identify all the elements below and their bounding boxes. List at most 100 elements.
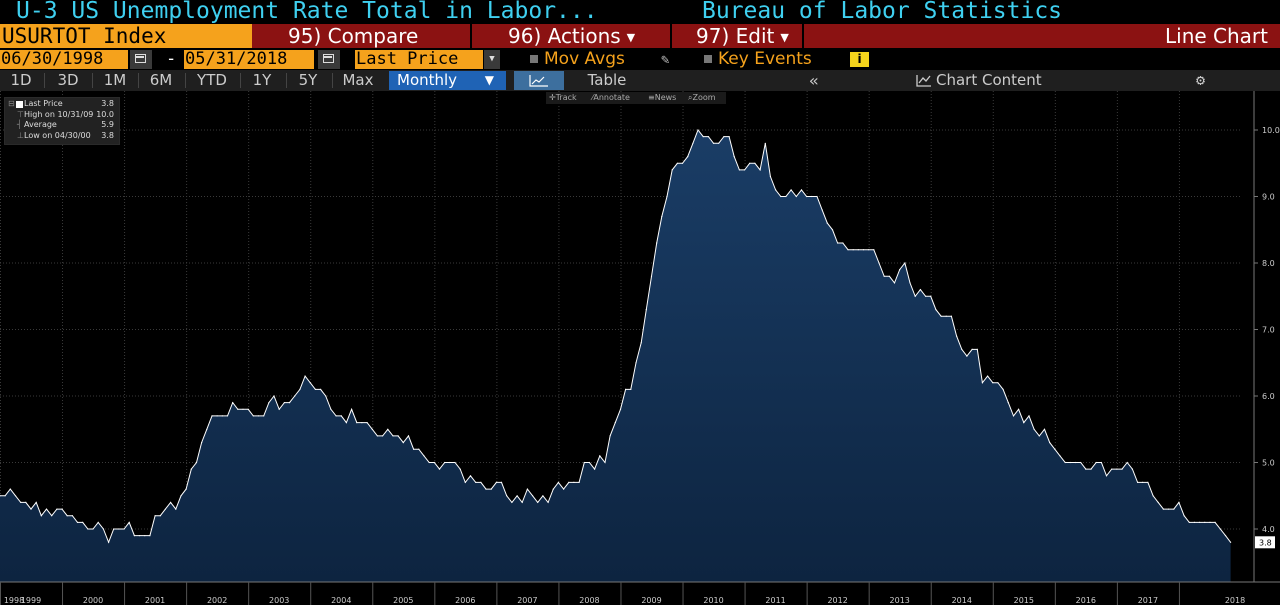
data-point — [242, 408, 244, 410]
range-5y-button[interactable]: 5Y — [298, 71, 318, 89]
data-point — [500, 481, 503, 483]
range-1d-button[interactable]: 1D — [10, 71, 32, 89]
collapse-icon: ⊟ — [8, 99, 15, 108]
data-point — [862, 249, 865, 251]
data-point — [382, 435, 384, 437]
ticker-field[interactable]: USURTOT Index — [0, 24, 252, 48]
data-point — [956, 335, 958, 337]
collapse-panel-button[interactable]: « — [809, 71, 819, 90]
range-bar: 1D 3D 1M 6M YTD 1Y 5Y Max Monthly ▼ Table… — [0, 70, 1280, 91]
line-view-button[interactable] — [514, 71, 564, 90]
data-point — [273, 395, 275, 397]
data-point — [842, 242, 844, 244]
data-point — [392, 435, 394, 437]
end-date-field[interactable]: 05/31/2018 — [184, 50, 314, 69]
chevron-down-icon: ▼ — [489, 54, 495, 64]
legend-label: Low on 04/30/00 — [24, 130, 91, 140]
x-tick-label: 2000 — [83, 596, 103, 605]
data-point — [521, 501, 523, 503]
data-point — [645, 309, 647, 311]
chart-content-button[interactable]: Chart Content — [916, 70, 1042, 91]
data-point — [1012, 415, 1015, 417]
range-3d-button[interactable]: 3D — [57, 71, 79, 89]
data-point — [542, 495, 544, 497]
data-point — [1064, 461, 1066, 464]
range-divider — [240, 73, 241, 88]
data-point — [154, 515, 156, 517]
data-point — [557, 481, 560, 483]
data-point — [14, 495, 17, 497]
data-point — [728, 136, 730, 138]
news-tool[interactable]: ≡ News — [648, 93, 677, 102]
zoom-tool[interactable]: ⌕ Zoom — [688, 93, 716, 102]
data-point — [361, 422, 363, 424]
data-point — [320, 388, 322, 390]
data-point — [102, 528, 104, 530]
data-point — [676, 162, 679, 164]
data-point — [790, 189, 792, 191]
range-ytd-button[interactable]: YTD — [197, 71, 227, 89]
period-select[interactable]: Monthly ▼ — [389, 71, 506, 90]
data-point — [1033, 428, 1035, 430]
data-point — [950, 315, 953, 317]
range-6m-button[interactable]: 6M — [149, 71, 173, 89]
compare-button[interactable]: 95) Compare — [288, 24, 418, 48]
data-point — [1100, 461, 1102, 464]
data-point — [831, 229, 834, 231]
data-point — [175, 508, 177, 510]
data-point — [888, 275, 891, 277]
data-point — [925, 295, 927, 297]
last-value-label: 3.8 — [1259, 538, 1272, 547]
key-events-label: Key Events — [718, 49, 812, 69]
data-point — [495, 481, 497, 483]
data-point — [899, 269, 901, 271]
info-icon[interactable]: i — [850, 52, 869, 67]
data-point — [635, 362, 637, 364]
data-point — [226, 415, 229, 417]
mov-avgs-toggle[interactable]: Mov Avgs — [530, 49, 625, 69]
data-point — [754, 162, 756, 164]
table-view-button[interactable]: Table — [587, 71, 627, 89]
track-tool[interactable]: ✛ Track — [549, 93, 577, 102]
data-point — [108, 541, 110, 543]
gear-icon[interactable]: ⚙ — [1196, 71, 1206, 89]
data-point — [609, 435, 611, 437]
range-1y-button[interactable]: 1Y — [252, 71, 272, 89]
key-events-toggle[interactable]: Key Events — [704, 49, 812, 69]
start-date-field[interactable]: 06/30/1998 — [0, 50, 128, 69]
data-point — [1131, 468, 1133, 470]
average-marker-icon: ┤ — [17, 120, 22, 129]
pencil-icon[interactable]: ✎ — [661, 52, 670, 68]
data-point — [532, 495, 534, 497]
data-point — [1230, 541, 1232, 543]
data-point — [583, 461, 585, 464]
annotate-tool[interactable]: ⁄ Annotate — [592, 93, 630, 102]
data-point — [1178, 501, 1180, 503]
x-tick-label: 2016 — [1076, 596, 1096, 605]
chevron-down-icon: ▼ — [626, 30, 636, 44]
data-point — [744, 169, 746, 171]
news-label: News — [654, 93, 677, 102]
data-point — [930, 295, 932, 297]
end-calendar-button[interactable] — [318, 50, 340, 69]
price-field-select[interactable]: Last Price — [355, 50, 483, 69]
start-calendar-button[interactable] — [130, 50, 152, 69]
range-1m-button[interactable]: 1M — [103, 71, 127, 89]
x-tick-label: 2018 — [1225, 596, 1245, 605]
actions-button[interactable]: 96) Actions ▼ — [508, 24, 635, 48]
data-point — [625, 388, 627, 390]
range-max-button[interactable]: Max — [342, 71, 374, 89]
price-field-dropdown[interactable]: ▼ — [484, 50, 500, 69]
chart-area[interactable]: 4.0 5.0 6.0 7.0 8.0 9.0 10.0 3.8 1998 1999 2000 20… — [0, 91, 1280, 605]
data-point — [1126, 461, 1128, 464]
data-point — [180, 495, 182, 497]
data-point — [806, 195, 808, 198]
data-point — [35, 501, 37, 503]
legend-label: Last Price — [24, 99, 63, 108]
edit-button[interactable]: 97) Edit ▼ — [696, 24, 789, 48]
data-point — [1074, 461, 1077, 464]
data-point — [0, 495, 1, 497]
period-label: Monthly — [397, 71, 458, 89]
data-point — [232, 402, 234, 404]
